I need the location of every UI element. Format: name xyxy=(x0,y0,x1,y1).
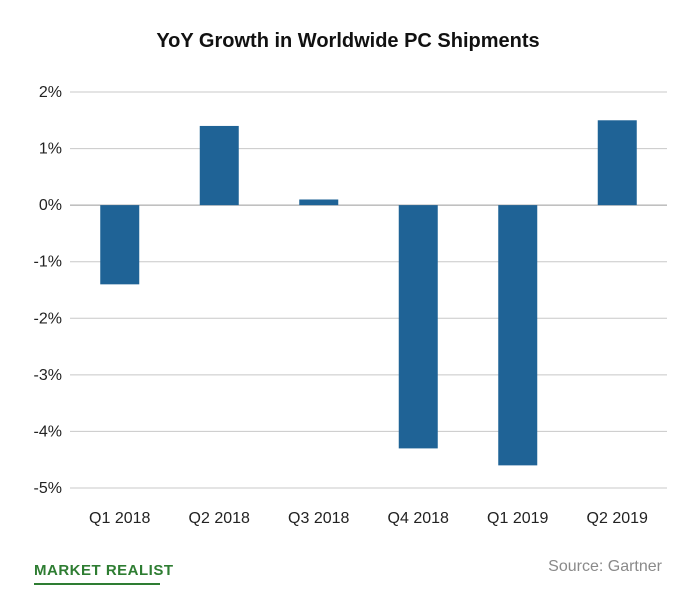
logo-underline xyxy=(34,583,160,585)
x-tick-label: Q4 2018 xyxy=(388,510,449,527)
gridlines xyxy=(70,91,667,489)
chart-title: YoY Growth in Worldwide PC Shipments xyxy=(156,30,540,52)
bars xyxy=(100,120,637,466)
y-tick-label: -4% xyxy=(34,423,62,440)
y-tick-label: 1% xyxy=(39,141,62,158)
x-tick-label: Q3 2018 xyxy=(288,510,349,527)
x-tick-label: Q2 2018 xyxy=(189,510,250,527)
x-axis-ticks: Q1 2018 Q2 2018 Q3 2018 Q4 2018 Q1 2019 Q2 20… xyxy=(89,510,648,527)
y-axis-ticks: 2% 1% 0% -1% -2% -3% -4% -5% xyxy=(34,84,62,497)
y-tick-label: -5% xyxy=(34,480,62,497)
bar xyxy=(299,199,339,206)
bar xyxy=(100,205,140,285)
market-realist-logo: MARKET REALIST xyxy=(34,562,174,579)
bar xyxy=(597,120,637,206)
y-tick-label: 2% xyxy=(39,84,62,101)
y-tick-label: -3% xyxy=(34,367,62,384)
x-tick-label: Q2 2019 xyxy=(587,510,648,527)
source-note: Source: Gartner xyxy=(548,558,662,575)
y-tick-label: 0% xyxy=(39,197,62,214)
x-tick-label: Q1 2019 xyxy=(487,510,548,527)
x-tick-label: Q1 2018 xyxy=(89,510,150,527)
y-tick-label: -1% xyxy=(34,254,62,271)
bar xyxy=(398,205,438,449)
bar xyxy=(199,125,239,206)
bar xyxy=(498,205,538,466)
y-tick-label: -2% xyxy=(34,310,62,327)
